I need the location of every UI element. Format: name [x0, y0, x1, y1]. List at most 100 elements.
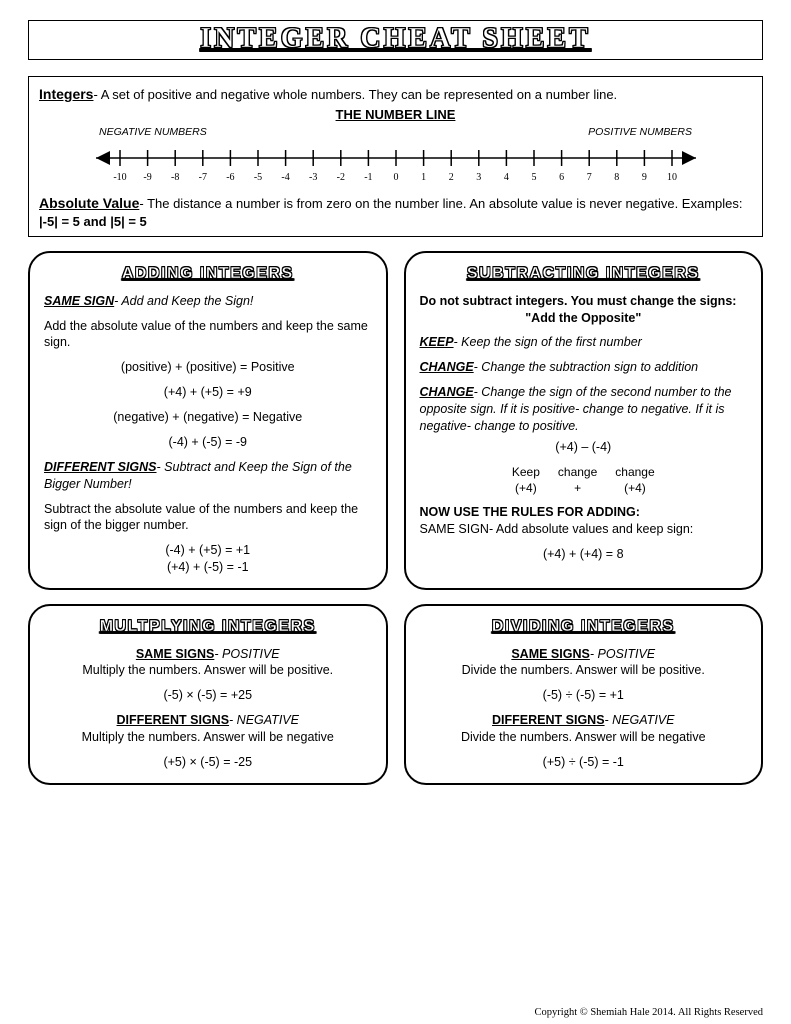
integers-definition: Integers- A set of positive and negative…	[39, 85, 752, 104]
adding-diff-ex2: (+4) + (-5) = -1	[44, 559, 372, 576]
now-tail: SAME SIGN- Add absolute values and keep …	[420, 521, 748, 538]
multiplying-title: MULTPLYING INTEGERS	[44, 616, 372, 638]
mult-same-line: SAME SIGNS- POSITIVE	[44, 646, 372, 663]
svg-text:-5: -5	[253, 172, 261, 183]
negative-numbers-label: NEGATIVE NUMBERS	[99, 125, 207, 139]
keep-head: KEEP	[420, 335, 454, 349]
change2-line: CHANGE- Change the sign of the second nu…	[420, 384, 748, 435]
mult-same-head: SAME SIGNS	[136, 647, 215, 661]
svg-text:3: 3	[476, 172, 481, 183]
svg-text:8: 8	[614, 172, 619, 183]
svg-text:-9: -9	[143, 172, 151, 183]
adding-pos-rule: (positive) + (positive) = Positive	[44, 359, 372, 376]
adding-panel: ADDING INTEGERS SAME SIGN- Add and Keep …	[28, 251, 388, 590]
number-line-diagram: -10-9-8-7-6-5-4-3-2-1012345678910	[56, 140, 736, 190]
sub-expr: (+4) – (-4)	[420, 439, 748, 456]
sub-intro2: "Add the Opposite"	[420, 310, 748, 327]
svg-text:-1: -1	[364, 172, 372, 183]
page-title: INTEGER CHEAT SHEET	[29, 23, 762, 55]
div-same-desc: Divide the numbers. Answer will be posit…	[420, 662, 748, 679]
div-same-ex: (-5) ÷ (-5) = +1	[420, 687, 748, 704]
kcc-col-change2: change(+4)	[615, 464, 654, 496]
kcc-change1-val: +	[558, 480, 597, 496]
svg-text:-10: -10	[113, 172, 126, 183]
sub-final: (+4) + (+4) = 8	[420, 546, 748, 563]
svg-text:-7: -7	[198, 172, 206, 183]
kcc-col-keep: Keep(+4)	[512, 464, 540, 496]
number-line-heading: THE NUMBER LINE	[39, 106, 752, 124]
svg-text:-6: -6	[226, 172, 234, 183]
mult-diff-line: DIFFERENT SIGNS- NEGATIVE	[44, 712, 372, 729]
kcc-change2-label: change	[615, 464, 654, 480]
svg-text:-4: -4	[281, 172, 289, 183]
svg-text:6: 6	[559, 172, 564, 183]
adding-title: ADDING INTEGERS	[44, 263, 372, 285]
mult-diff-desc: Multiply the numbers. Answer will be neg…	[44, 729, 372, 746]
svg-text:9: 9	[641, 172, 646, 183]
svg-text:-8: -8	[171, 172, 179, 183]
kcc-table: Keep(+4) change+ change(+4)	[420, 464, 748, 496]
mult-diff-tail: - NEGATIVE	[229, 713, 299, 727]
change1-line: CHANGE- Change the subtraction sign to a…	[420, 359, 748, 376]
adding-pos-ex: (+4) + (+5) = +9	[44, 384, 372, 401]
page-title-box: INTEGER CHEAT SHEET	[28, 20, 763, 60]
kcc-change1-label: change	[558, 464, 597, 480]
same-sign-tail: - Add and Keep the Sign!	[114, 294, 253, 308]
svg-text:2: 2	[448, 172, 453, 183]
keep-line: KEEP- Keep the sign of the first number	[420, 334, 748, 351]
bottom-panels-row: MULTPLYING INTEGERS SAME SIGNS- POSITIVE…	[28, 604, 763, 785]
svg-text:0: 0	[393, 172, 398, 183]
mult-same-ex: (-5) × (-5) = +25	[44, 687, 372, 704]
absval-examples: |-5| = 5 and |5| = 5	[39, 214, 147, 229]
absval-term: Absolute Value	[39, 195, 139, 211]
div-same-line: SAME SIGNS- POSITIVE	[420, 646, 748, 663]
div-diff-ex: (+5) ÷ (-5) = -1	[420, 754, 748, 771]
top-panels-row: ADDING INTEGERS SAME SIGN- Add and Keep …	[28, 251, 763, 590]
adding-diff-desc: Subtract the absolute value of the numbe…	[44, 501, 372, 535]
sub-intro1-text: Do not subtract integers. You must chang…	[420, 294, 737, 308]
svg-text:1: 1	[421, 172, 426, 183]
positive-numbers-label: POSITIVE NUMBERS	[588, 125, 692, 139]
subtracting-panel: SUBTRACTING INTEGERS Do not subtract int…	[404, 251, 764, 590]
subtracting-title: SUBTRACTING INTEGERS	[420, 263, 748, 285]
now-head: NOW USE THE RULES FOR ADDING:	[420, 505, 640, 519]
div-same-tail: - POSITIVE	[590, 647, 655, 661]
copyright-footer: Copyright © Shemiah Hale 2014. All Right…	[535, 1007, 763, 1018]
adding-same-sign-line: SAME SIGN- Add and Keep the Sign!	[44, 293, 372, 310]
kcc-col-change1: change+	[558, 464, 597, 496]
dividing-title: DIVIDING INTEGERS	[420, 616, 748, 638]
same-sign-head: SAME SIGN	[44, 294, 114, 308]
definitions-box: Integers- A set of positive and negative…	[28, 76, 763, 237]
kcc-keep-label: Keep	[512, 464, 540, 480]
svg-text:10: 10	[667, 172, 677, 183]
integers-term: Integers	[39, 86, 93, 102]
dividing-panel: DIVIDING INTEGERS SAME SIGNS- POSITIVE D…	[404, 604, 764, 785]
svg-text:5: 5	[531, 172, 536, 183]
svg-text:4: 4	[503, 172, 508, 183]
kcc-keep-val: (+4)	[512, 480, 540, 496]
svg-text:7: 7	[586, 172, 591, 183]
adding-diff-ex1: (-4) + (+5) = +1	[44, 542, 372, 559]
sub-intro1: Do not subtract integers. You must chang…	[420, 293, 748, 310]
adding-same-desc: Add the absolute value of the numbers an…	[44, 318, 372, 352]
mult-same-desc: Multiply the numbers. Answer will be pos…	[44, 662, 372, 679]
mult-same-tail: - POSITIVE	[214, 647, 279, 661]
multiplying-panel: MULTPLYING INTEGERS SAME SIGNS- POSITIVE…	[28, 604, 388, 785]
absval-def-text: - The distance a number is from zero on …	[139, 196, 742, 211]
div-diff-line: DIFFERENT SIGNS- NEGATIVE	[420, 712, 748, 729]
change1-head: CHANGE	[420, 360, 474, 374]
div-diff-tail: - NEGATIVE	[605, 713, 675, 727]
div-diff-head: DIFFERENT SIGNS	[492, 713, 605, 727]
change2-head: CHANGE	[420, 385, 474, 399]
div-same-head: SAME SIGNS	[511, 647, 590, 661]
mult-diff-ex: (+5) × (-5) = -25	[44, 754, 372, 771]
div-diff-desc: Divide the numbers. Answer will be negat…	[420, 729, 748, 746]
integers-def-text: - A set of positive and negative whole n…	[93, 87, 617, 102]
absolute-value-definition: Absolute Value- The distance a number is…	[39, 194, 752, 230]
change1-tail: - Change the subtraction sign to additio…	[474, 360, 698, 374]
now-use-rules: NOW USE THE RULES FOR ADDING:	[420, 504, 748, 521]
number-line-labels: NEGATIVE NUMBERS POSITIVE NUMBERS	[39, 125, 752, 139]
adding-neg-rule: (negative) + (negative) = Negative	[44, 409, 372, 426]
keep-tail: - Keep the sign of the first number	[454, 335, 642, 349]
mult-diff-head: DIFFERENT SIGNS	[117, 713, 230, 727]
